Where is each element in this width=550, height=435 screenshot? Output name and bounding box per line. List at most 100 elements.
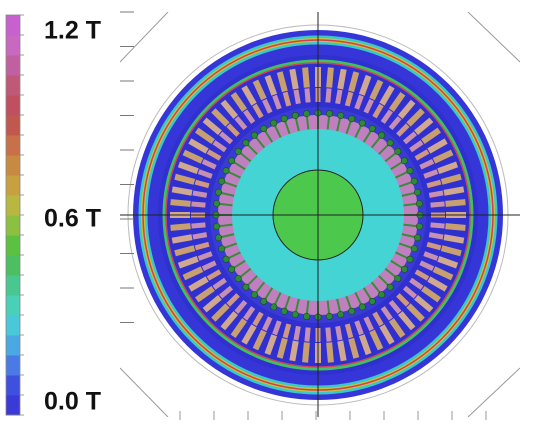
rotor-bar xyxy=(394,147,402,155)
stator-slots xyxy=(170,67,466,363)
rotor-bar xyxy=(413,234,421,242)
slot-outer xyxy=(440,173,462,185)
slot-inner xyxy=(206,149,222,161)
rotor-bar xyxy=(325,110,333,118)
slot-outer xyxy=(421,285,441,303)
rotor-bar-stem xyxy=(362,287,373,301)
slot-inner xyxy=(206,269,222,281)
rotor-bar-stem xyxy=(326,300,331,315)
stator-slot xyxy=(252,316,273,351)
rotor-bar xyxy=(348,307,356,315)
stator-slot xyxy=(388,299,416,331)
slot-outer xyxy=(230,318,248,338)
rotor-bar xyxy=(234,275,242,283)
rotor-bar-stem xyxy=(390,259,404,270)
slot-outer xyxy=(177,255,199,269)
rotor-bar xyxy=(213,200,221,208)
stator-slot xyxy=(325,67,334,103)
rotor-bar xyxy=(291,310,299,318)
frame-corner xyxy=(467,12,520,63)
slot-outer xyxy=(241,324,257,345)
stator-slot xyxy=(252,79,273,114)
slot-outer xyxy=(302,67,310,88)
rotor-bar-stem xyxy=(378,275,390,287)
slot-outer xyxy=(170,223,191,231)
rotor-bar xyxy=(415,200,423,208)
slot-outer xyxy=(211,108,230,127)
rotor-bar-stem xyxy=(326,115,331,130)
stator-slot xyxy=(174,173,210,189)
stator-slot xyxy=(354,74,372,110)
slot-inner xyxy=(234,299,248,314)
stator-slot xyxy=(363,316,384,351)
slot-inner xyxy=(192,190,208,198)
stator-slot xyxy=(325,327,334,363)
plot-area xyxy=(120,12,520,417)
slot-inner xyxy=(344,323,354,339)
rotor-bar xyxy=(250,291,258,299)
rotor-bar xyxy=(303,312,311,320)
rotor-bar-stem xyxy=(220,191,235,197)
slot-outer xyxy=(188,138,209,154)
colorbar-label-min: 0.0 T xyxy=(44,388,101,416)
stator-slot xyxy=(211,108,240,137)
rotor-bar-stem xyxy=(305,115,310,130)
slot-outer xyxy=(406,303,425,322)
slot-outer xyxy=(264,334,278,356)
slot-inner xyxy=(192,232,208,240)
slot-outer xyxy=(211,303,230,322)
rotor-bar-stem xyxy=(384,151,397,163)
slot-inner xyxy=(325,88,332,103)
rotor-bar xyxy=(394,275,402,283)
rotor-bar-stem xyxy=(395,251,409,260)
slot-outer xyxy=(369,79,384,101)
frame-corner xyxy=(120,12,169,63)
stator-slot xyxy=(276,71,292,107)
rotor-bar-stem xyxy=(284,120,291,135)
slot-inner xyxy=(282,323,292,339)
stator-slot xyxy=(241,311,264,345)
stator-slot xyxy=(428,232,465,244)
slot-inner xyxy=(426,179,442,189)
slot-outer xyxy=(437,255,459,269)
slot-outer xyxy=(388,92,406,112)
slot-inner xyxy=(414,149,430,161)
slot-inner xyxy=(201,159,217,170)
slot-outer xyxy=(202,294,222,313)
slot-inner xyxy=(219,131,234,145)
stator-slot xyxy=(202,117,234,145)
stator-slot xyxy=(402,117,434,145)
rotor-bar-stem xyxy=(398,242,413,249)
colorbar-segment xyxy=(6,155,20,176)
slot-inner xyxy=(219,285,234,299)
stator-slot xyxy=(220,299,248,331)
slot-inner xyxy=(363,316,374,332)
slot-inner xyxy=(363,98,374,114)
stator-slot xyxy=(414,138,448,161)
slot-outer xyxy=(432,149,454,164)
slot-outer xyxy=(174,173,196,185)
stator-slot xyxy=(289,68,301,105)
slot-inner xyxy=(212,140,227,153)
slot-outer xyxy=(414,117,434,136)
slot-outer xyxy=(252,79,267,101)
slot-inner xyxy=(426,241,442,251)
rotor-bar xyxy=(218,177,226,185)
slot-inner xyxy=(304,88,311,103)
rotor-bar xyxy=(242,283,250,291)
slot-inner xyxy=(372,311,384,327)
slot-outer xyxy=(397,311,416,331)
rotor-bar-stem xyxy=(294,117,300,132)
rotor-bar xyxy=(228,265,236,273)
slot-inner xyxy=(396,293,410,307)
slot-inner xyxy=(212,277,227,290)
slot-outer xyxy=(289,340,299,362)
stator-slot xyxy=(388,99,416,131)
colorbar-segment xyxy=(6,395,20,416)
rotor-bar-stem xyxy=(246,143,258,155)
rotor-bar-stem xyxy=(232,160,246,171)
colorbar-segment xyxy=(6,355,20,376)
rotor-bar xyxy=(270,303,278,311)
stator-slot xyxy=(188,269,222,292)
slot-outer xyxy=(182,266,204,281)
